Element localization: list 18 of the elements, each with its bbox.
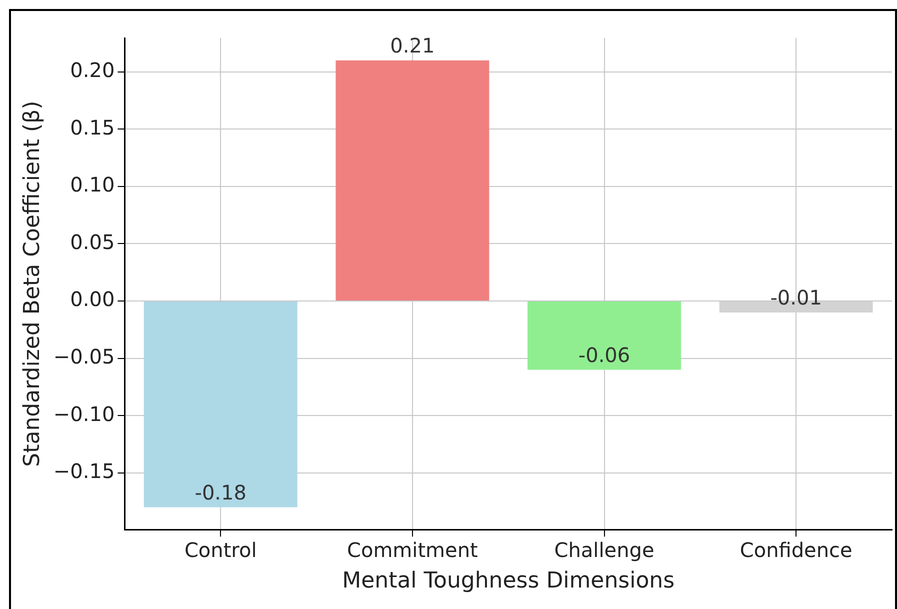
y-tick-label: −0.05 [53, 344, 115, 368]
x-tick-label: Commitment [346, 538, 478, 562]
y-tick-label: 0.00 [70, 287, 115, 312]
data-label: 0.21 [390, 34, 435, 58]
x-tick-label: Confidence [740, 538, 852, 562]
y-tick-label: −0.10 [53, 402, 115, 426]
data-label: -0.18 [194, 480, 246, 504]
x-tick-label: Control [184, 538, 257, 562]
x-axis-title: Mental Toughness Dimensions [342, 568, 675, 594]
y-tick-label: 0.05 [70, 230, 115, 254]
y-tick-label: 0.10 [70, 172, 115, 197]
data-label: -0.01 [770, 286, 822, 310]
y-tick-label: −0.15 [53, 459, 115, 484]
data-label: -0.06 [578, 342, 630, 367]
y-tick-label: 0.15 [70, 115, 115, 140]
y-axis-title: Standardized Beta Coefficient (β) [20, 100, 45, 467]
y-tick-label: 0.20 [70, 58, 115, 82]
x-tick-label: Challenge [554, 538, 654, 562]
